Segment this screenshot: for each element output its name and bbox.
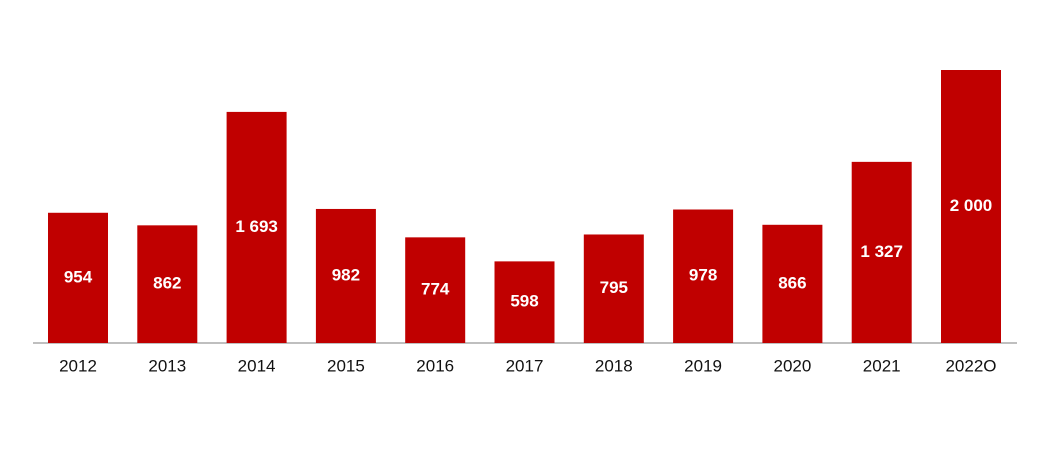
bar [673, 209, 734, 343]
x-tick-label: 2021 [863, 356, 901, 375]
bar [137, 225, 198, 343]
x-tick-label: 2020 [773, 356, 811, 375]
x-tick-label: 2014 [238, 356, 276, 375]
x-tick-label: 2022O [945, 356, 996, 375]
bar [851, 161, 912, 343]
bar [941, 70, 1001, 343]
x-tick-label: 2015 [327, 356, 365, 375]
x-tick-label: 2013 [148, 356, 186, 375]
x-tick-label: 2017 [506, 356, 544, 375]
value-label: 1 693 [235, 217, 278, 236]
value-label: 866 [778, 273, 806, 292]
bar [48, 212, 108, 343]
bar [762, 224, 823, 343]
bar [583, 234, 644, 343]
value-label: 1 327 [860, 242, 903, 261]
value-label: 954 [64, 267, 93, 286]
value-label: 862 [153, 274, 181, 293]
value-label: 774 [421, 280, 450, 299]
x-tick-label: 2016 [416, 356, 454, 375]
value-label: 598 [510, 292, 538, 311]
value-label: 795 [600, 278, 628, 297]
x-tick-label: 2018 [595, 356, 633, 375]
x-tick-label: 2019 [684, 356, 722, 375]
bar [494, 261, 555, 343]
value-label: 982 [332, 265, 360, 284]
bar [405, 237, 466, 343]
value-label: 978 [689, 266, 717, 285]
value-label: 2 000 [950, 196, 993, 215]
bar [315, 208, 376, 343]
x-tick-label: 2012 [59, 356, 97, 375]
bar [226, 111, 287, 343]
